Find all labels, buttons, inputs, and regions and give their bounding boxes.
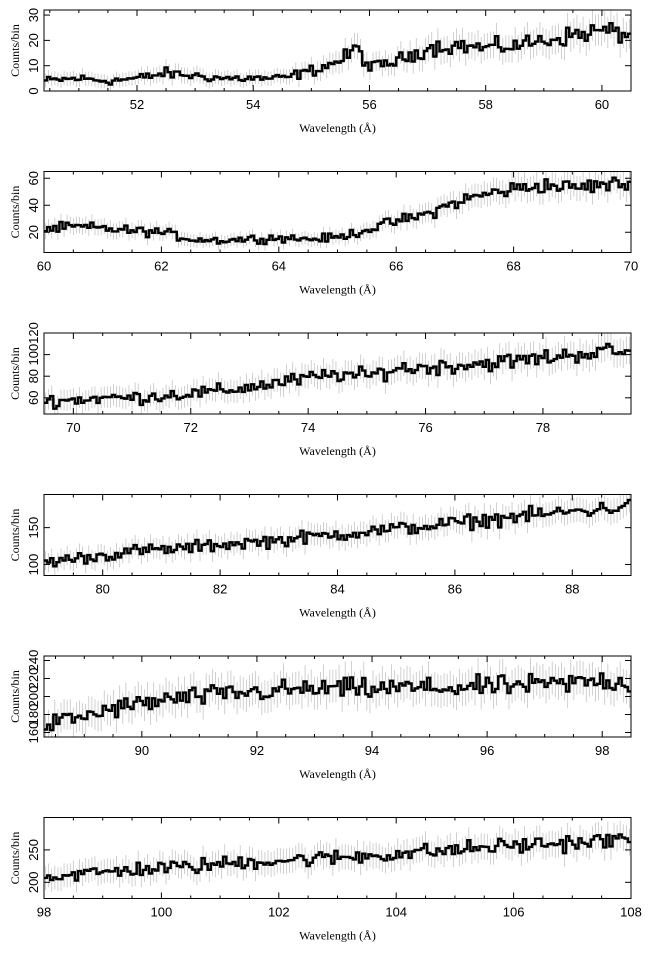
x-tick-label: 80 xyxy=(95,582,109,597)
y-tick-label: 220 xyxy=(26,668,41,690)
y-tick-label: 200 xyxy=(26,686,41,708)
y-tick-label: 30 xyxy=(26,8,41,22)
y-axis-label: Counts/bin xyxy=(8,186,22,239)
panel-1: 52 54 56 58 60 0 10 20 30 Wavelength (Å) Counts/bi… xyxy=(8,8,632,135)
x-axis-label: Wavelength (Å) xyxy=(299,444,376,458)
x-tick-label: 54 xyxy=(246,97,260,112)
panel-6: 98 100 102 104 106 108 200 250 Wavelength (Å) Cou… xyxy=(8,817,642,943)
x-tick-label: 100 xyxy=(151,905,173,920)
spectrum-histogram xyxy=(44,342,631,410)
x-tick-label: 60 xyxy=(37,259,51,274)
panel-4: 80 82 84 86 88 100 150 Wavelength (Å) Counts/bin xyxy=(8,494,632,620)
plot-frame xyxy=(43,9,632,92)
y-axis-label: Counts/bin xyxy=(8,670,22,723)
spectrum-histogram xyxy=(44,672,631,732)
x-tick-label: 76 xyxy=(418,420,432,435)
x-tick-label: 52 xyxy=(130,97,144,112)
x-tick-label: 56 xyxy=(362,97,376,112)
y-tick-label: 80 xyxy=(26,369,41,383)
x-tick-label: 68 xyxy=(506,259,520,274)
x-tick-label: 104 xyxy=(385,905,407,920)
y-axis-label: Counts/bin xyxy=(8,509,22,562)
y-tick-label: 20 xyxy=(26,225,41,239)
y-tick-label: 100 xyxy=(26,344,41,366)
y-tick-label: 40 xyxy=(26,198,41,212)
x-tick-label: 90 xyxy=(135,743,149,758)
x-tick-label: 74 xyxy=(301,420,315,435)
x-tick-label: 58 xyxy=(478,97,492,112)
x-tick-label: 70 xyxy=(66,420,80,435)
x-axis-label: Wavelength (Å) xyxy=(299,121,376,135)
y-axis-label: Counts/bin xyxy=(8,832,22,885)
x-tick-label: 78 xyxy=(536,420,550,435)
x-tick-label: 108 xyxy=(620,905,642,920)
x-tick-label: 62 xyxy=(154,259,168,274)
y-tick-label: 100 xyxy=(26,554,41,576)
x-tick-label: 96 xyxy=(480,743,494,758)
x-tick-label: 70 xyxy=(624,259,638,274)
x-tick-label: 98 xyxy=(37,905,51,920)
panel-2: 60 62 64 66 68 70 20 40 60 Wavelength (Å) Counts/b… xyxy=(8,171,638,297)
x-tick-label: 82 xyxy=(213,582,227,597)
x-tick-label: 106 xyxy=(503,905,525,920)
x-axis-label: Wavelength (Å) xyxy=(299,283,376,297)
y-tick-label: 60 xyxy=(26,391,41,405)
x-axis-label: Wavelength (Å) xyxy=(299,606,376,620)
y-tick-label: 0 xyxy=(26,87,41,94)
x-tick-label: 60 xyxy=(595,97,609,112)
x-tick-label: 102 xyxy=(268,905,290,920)
y-tick-label: 150 xyxy=(26,517,41,539)
x-tick-label: 92 xyxy=(250,743,264,758)
x-axis-label: Wavelength (Å) xyxy=(299,767,376,781)
y-tick-label: 250 xyxy=(26,839,41,861)
y-tick-label: 20 xyxy=(26,33,41,47)
x-tick-label: 86 xyxy=(448,582,462,597)
x-tick-label: 84 xyxy=(330,582,344,597)
x-tick-label: 72 xyxy=(184,420,198,435)
spectrum-histogram xyxy=(44,498,631,568)
y-tick-label: 160 xyxy=(26,722,41,744)
y-tick-label: 200 xyxy=(26,871,41,893)
y-axis-label: Counts/bin xyxy=(8,24,22,77)
x-axis-label: Wavelength (Å) xyxy=(299,929,376,943)
spectrum-histogram xyxy=(44,176,631,246)
x-tick-label: 64 xyxy=(272,259,286,274)
y-axis-label: Counts/bin xyxy=(8,347,22,400)
x-tick-label: 66 xyxy=(389,259,403,274)
x-tick-label: 94 xyxy=(365,743,379,758)
y-tick-label: 10 xyxy=(26,58,41,72)
x-tick-label: 88 xyxy=(565,582,579,597)
y-tick-label: 180 xyxy=(26,704,41,726)
x-tick-label: 98 xyxy=(595,743,609,758)
y-tick-label: 240 xyxy=(26,650,41,672)
spectrum-histogram xyxy=(44,22,631,86)
y-tick-label: 60 xyxy=(26,171,41,185)
y-tick-label: 120 xyxy=(26,322,41,344)
spectrum-histogram xyxy=(44,833,631,882)
